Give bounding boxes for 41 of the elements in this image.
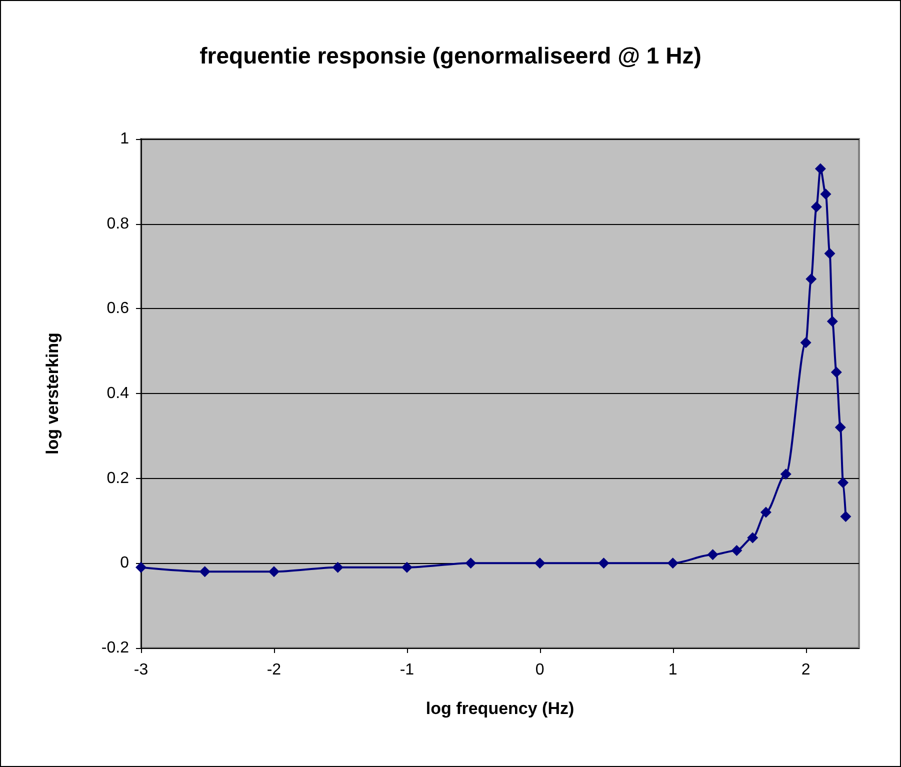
point bbox=[760, 506, 772, 518]
y-tick-label: 0.2 bbox=[106, 470, 130, 487]
chart-title: frequentie responsie (genormaliseerd @ 1 Hz) bbox=[200, 42, 702, 68]
point bbox=[667, 558, 678, 569]
point bbox=[465, 558, 476, 569]
y-axis-title: log versterking bbox=[43, 332, 62, 454]
x-tick-label: 1 bbox=[668, 662, 678, 678]
x-axis-title: log frequency (Hz) bbox=[426, 699, 574, 718]
point bbox=[747, 532, 758, 544]
point bbox=[707, 549, 718, 560]
point bbox=[268, 566, 280, 578]
point bbox=[731, 544, 742, 556]
point bbox=[810, 201, 822, 212]
y-tick-label: 0.6 bbox=[106, 300, 130, 318]
point bbox=[598, 558, 610, 569]
point bbox=[534, 558, 546, 569]
point bbox=[136, 562, 146, 573]
x-tick-label: -2 bbox=[266, 662, 282, 678]
point bbox=[830, 366, 842, 378]
y-tick-label: 0.4 bbox=[106, 385, 130, 402]
point bbox=[199, 566, 210, 578]
point bbox=[820, 188, 832, 200]
point bbox=[838, 477, 849, 488]
point bbox=[780, 468, 792, 480]
y-tick-label: 0.8 bbox=[106, 215, 130, 232]
point bbox=[826, 316, 838, 327]
point bbox=[401, 562, 412, 573]
x-tick-label: 2 bbox=[801, 662, 810, 678]
y-tick-label: 0 bbox=[120, 554, 130, 572]
x-tick-label: -1 bbox=[400, 662, 414, 678]
point bbox=[332, 562, 344, 573]
point bbox=[834, 422, 846, 433]
x-tick-label: -3 bbox=[134, 662, 148, 678]
point bbox=[824, 248, 836, 260]
point bbox=[840, 511, 852, 522]
x-tick-label: 0 bbox=[535, 662, 544, 678]
point bbox=[806, 273, 817, 284]
y-tick-label: -0.2 bbox=[101, 640, 130, 656]
y-tick-label: 1 bbox=[120, 130, 130, 148]
point bbox=[814, 163, 826, 174]
point bbox=[800, 337, 812, 348]
